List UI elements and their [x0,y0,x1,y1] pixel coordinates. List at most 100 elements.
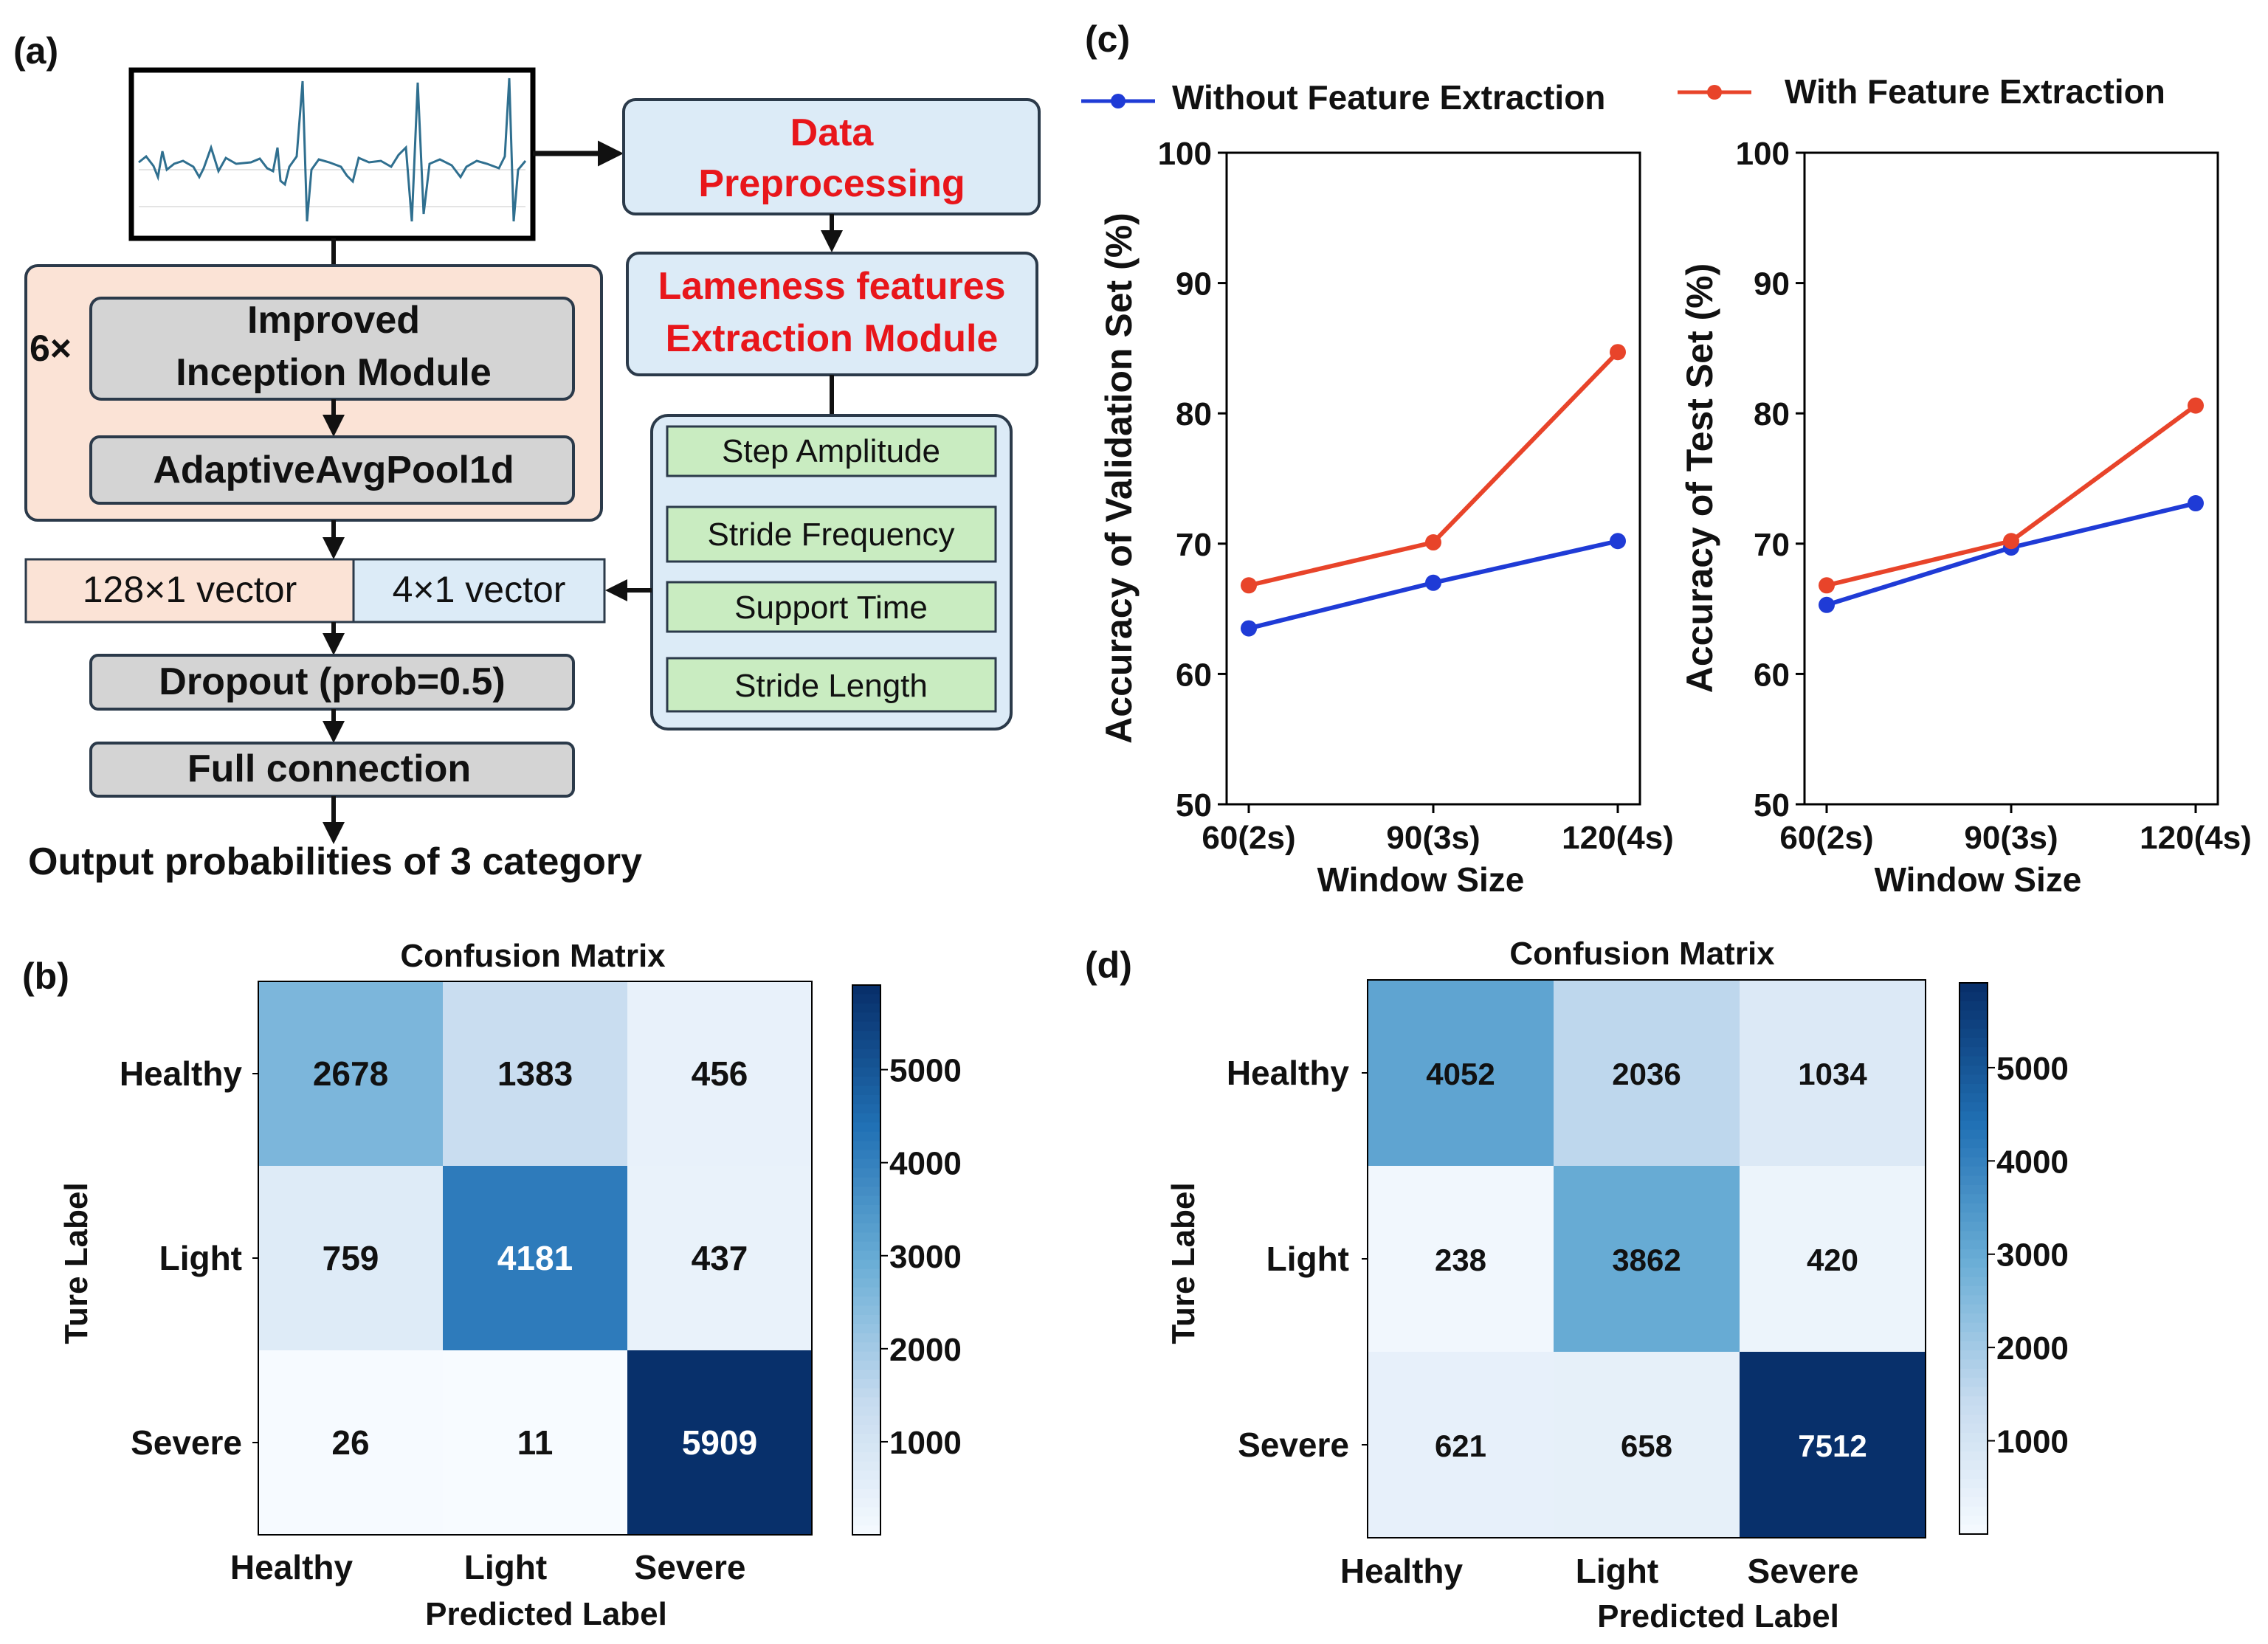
feature-module-label-line1: Lameness features [658,265,1005,308]
ecg-signal-box [128,67,536,241]
heatmap-cell [443,981,627,1166]
vector-128-label: 128×1 vector [83,569,297,610]
data-point [1241,577,1257,594]
colorbar-segment [1959,1350,1988,1361]
data-point [2003,533,2019,550]
colorbar-segment [1959,1037,1988,1049]
colorbar-segment [1959,992,1988,1002]
colorbar-segment [852,1104,880,1114]
fc-label: Full connection [187,747,471,790]
heatmap-cell [443,1350,627,1535]
colorbar-segment [852,1223,880,1234]
colorbar-segment [1959,1386,1988,1398]
output-label: Output probabilities of 3 category [28,840,642,883]
plot-area-validation [1225,151,1641,806]
heatmap-xlabel-d: Predicted Label [1597,1598,1839,1634]
data-point [1819,577,1835,594]
heatmap-cell-value: 3862 [1612,1243,1681,1277]
colorbar-segment [852,1205,880,1215]
heatmap-cell-value: 5909 [682,1423,757,1462]
inception-label-line2: Inception Module [176,351,492,394]
colorbar-segment [1959,1368,1988,1379]
colorbar-frame [1959,982,1988,1535]
y-tick-label: 90 [1176,266,1212,303]
heatmap-cell-value: 11 [517,1423,554,1462]
y-tick-label: 80 [1754,396,1790,432]
heatmap-cell-value: 2678 [313,1054,388,1093]
heatmap-title-b: Confusion Matrix [400,938,666,974]
heatmap-cell [258,981,443,1166]
colorbar-segment [1959,1184,1988,1195]
colorbar-tick-label: 4000 [1996,1144,2069,1180]
pool-label: AdaptiveAvgPool1d [153,449,514,491]
colorbar-segment [852,1141,880,1151]
heatmap-title-d: Confusion Matrix [1509,936,1775,972]
ecg-waveform [138,77,527,222]
heatmap-col-label: Severe [635,1548,746,1586]
colorbar-segment [852,1434,880,1444]
colorbar-segment [852,1241,880,1252]
colorbar-segment [1959,1506,1988,1517]
colorbar-segment [1959,1111,1988,1122]
colorbar-tick-label: 4000 [889,1146,962,1182]
colorbar-segment [1959,1488,1988,1499]
y-tick-label: 100 [1158,136,1212,172]
heatmap-cell [627,1166,812,1350]
colorbar-segment [852,1251,880,1261]
colorbar-tick-label: 1000 [889,1425,962,1461]
heatmap-cell [1740,1166,1926,1352]
colorbar-segment [1959,1212,1988,1223]
x-tick-label: 120(4s) [1562,820,1674,856]
colorbar-tick-label: 2000 [889,1332,962,1368]
colorbar-segment [852,1488,880,1499]
colorbar-segment [852,1077,880,1087]
feature-item: Support Time [734,590,928,626]
panel-b: (b) Confusion Matrix Ture Label Predicte… [22,938,962,1632]
feature-list-box [650,414,1013,731]
x-tick-label: 90(3s) [1386,820,1480,856]
colorbar-segment [852,1479,880,1490]
legend-dot-without [1111,94,1126,108]
heatmap-col-label: Severe [1748,1552,1859,1590]
preprocessing-label-line2: Preprocessing [698,162,965,205]
colorbar-segment [852,994,880,1004]
colorbar-segment [1959,1240,1988,1251]
colorbar-segment [1959,1120,1988,1131]
colorbar-segment [852,1342,880,1353]
y-axis-label-validation: Accuracy of Validation Set (%) [1098,213,1140,744]
colorbar-segment [1959,1433,1988,1443]
colorbar-segment [1959,1524,1988,1535]
heatmap-row-label: Healthy [1227,1054,1350,1092]
colorbar-segment [1959,1074,1988,1085]
confusion-matrix-d: Confusion Matrix Ture Label Predicted La… [1165,936,2069,1634]
colorbar-segment [852,1425,880,1435]
colorbar-segment [1959,1469,1988,1480]
feature-module-label-line2: Extraction Module [666,317,999,360]
colorbar-frame [852,984,881,1536]
colorbar-segment [1959,1322,1988,1333]
colorbar-segment [852,1085,880,1096]
heatmap-cell-value: 238 [1435,1243,1486,1277]
colorbar-segment [852,1021,880,1032]
feature-item: Stride Length [734,668,928,704]
colorbar-segment [1959,1479,1988,1489]
colorbar-segment [852,1461,880,1472]
heatmap-cell [1368,980,1554,1166]
colorbar-segment [852,1296,880,1307]
colorbar-segment [1959,1139,1988,1150]
colorbar-segment [1959,1285,1988,1296]
colorbar-segment [1959,1359,1988,1370]
data-point [1425,574,1441,591]
data-point [2188,495,2204,512]
colorbar-segment [1959,1442,1988,1452]
feature-item: Stride Frequency [707,517,954,553]
colorbar-segment [852,1351,880,1362]
colorbar-segment [852,1031,880,1041]
colorbar-tick-label: 1000 [1996,1424,2069,1460]
heatmap-cell-value: 420 [1807,1243,1858,1277]
colorbar-segment [1959,1221,1988,1232]
colorbar-segment [1959,1295,1988,1305]
colorbar-segment [852,1232,880,1243]
y-tick-label: 60 [1754,657,1790,693]
